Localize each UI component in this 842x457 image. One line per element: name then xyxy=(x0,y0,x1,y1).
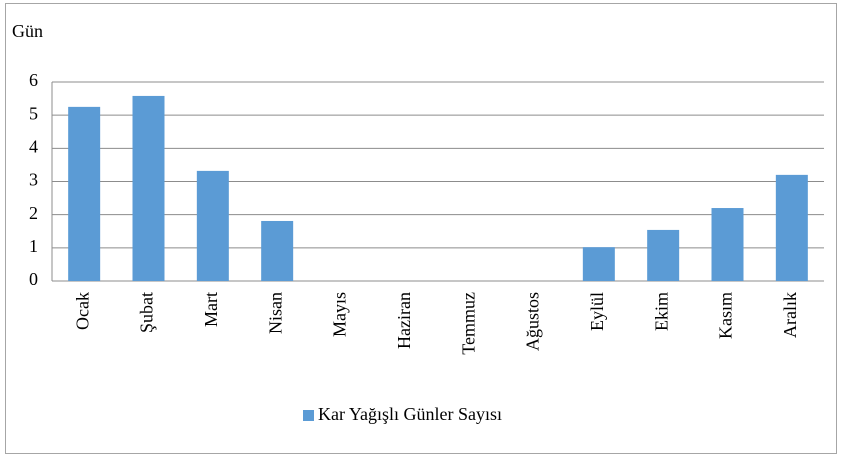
bar xyxy=(711,208,744,281)
x-tick-label: Şubat xyxy=(137,292,157,333)
y-axis-label: Gün xyxy=(12,21,43,41)
bar xyxy=(68,106,101,281)
x-tick-label: Ocak xyxy=(72,292,92,330)
y-tick-label: 6 xyxy=(29,70,38,90)
legend-label: Kar Yağışlı Günler Sayısı xyxy=(318,404,502,424)
y-tick-label: 1 xyxy=(29,236,38,256)
y-tick-label: 5 xyxy=(29,103,38,123)
bar xyxy=(132,95,165,282)
x-tick-label: Nisan xyxy=(265,292,285,334)
bar xyxy=(582,247,615,281)
bar xyxy=(775,174,808,281)
x-tick-label: Ağustos xyxy=(523,292,543,351)
bar xyxy=(261,220,294,281)
bar xyxy=(647,229,680,281)
x-tick-label: Haziran xyxy=(394,292,414,349)
y-tick-label: 0 xyxy=(29,269,38,289)
x-tick-label: Mart xyxy=(201,292,221,327)
y-tick-label: 2 xyxy=(29,203,38,223)
y-tick-label: 4 xyxy=(29,136,38,156)
x-tick-label: Eylül xyxy=(587,292,607,331)
x-tick-label: Ekim xyxy=(651,292,671,331)
x-tick-label: Kasım xyxy=(716,292,736,339)
bar xyxy=(196,170,229,281)
x-tick-label: Mayıs xyxy=(330,292,350,337)
x-tick-label: Temmuz xyxy=(458,292,478,355)
x-tick-label: Aralık xyxy=(780,292,800,338)
y-tick-label: 3 xyxy=(29,170,38,190)
legend-swatch xyxy=(303,410,314,421)
